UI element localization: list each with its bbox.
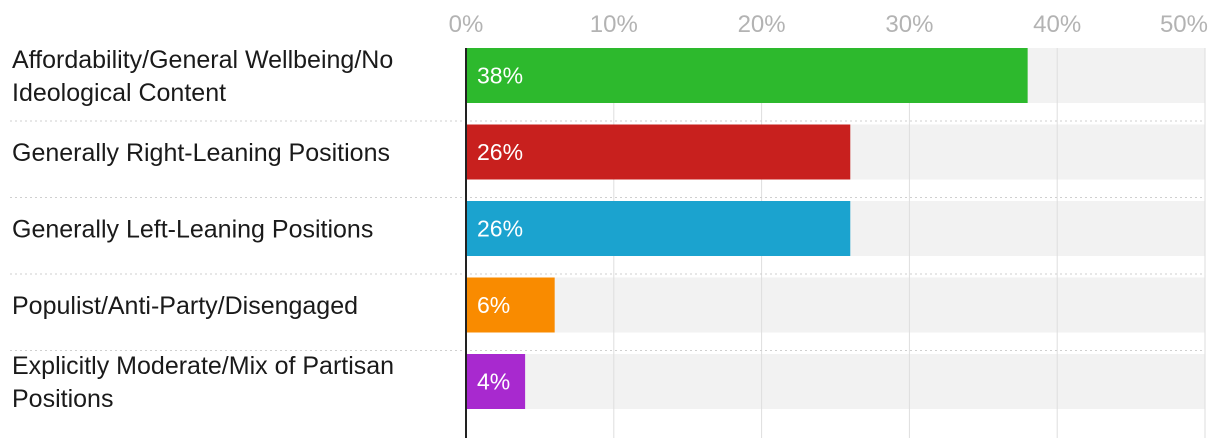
- bar: [466, 201, 851, 256]
- bar: [466, 124, 851, 180]
- x-tick-label: 10%: [590, 11, 638, 38]
- x-axis-ticks: 0% 10% 20% 30% 40% 50%: [449, 11, 1208, 38]
- bar: [466, 277, 555, 333]
- bar-track: [466, 354, 1205, 409]
- category-label: Explicitly Moderate/Mix of Partisan Posit…: [12, 352, 394, 413]
- category-label: Generally Left-Leaning Positions: [12, 216, 373, 244]
- bar-track: [466, 277, 1205, 333]
- data-labels: 38% 26% 26% 6% 4%: [477, 63, 523, 395]
- x-tick-label: 0%: [449, 11, 484, 38]
- x-tick-label: 30%: [885, 11, 933, 38]
- data-label: 26%: [477, 139, 523, 165]
- data-label: 4%: [477, 369, 510, 395]
- data-label: 38%: [477, 63, 523, 89]
- data-label: 6%: [477, 292, 510, 318]
- data-label: 26%: [477, 216, 523, 242]
- row-separators: [10, 120, 1205, 351]
- bars: [466, 48, 1028, 409]
- category-label: Generally Right-Leaning Positions: [12, 139, 390, 167]
- category-labels: Affordability/General Wellbeing/No Ideolo…: [12, 46, 394, 413]
- x-tick-label: 50%: [1160, 11, 1208, 38]
- category-label: Affordability/General Wellbeing/No Ideolo…: [12, 46, 393, 107]
- x-tick-label: 40%: [1033, 11, 1081, 38]
- category-label: Populist/Anti-Party/Disengaged: [12, 292, 358, 320]
- bar: [466, 354, 526, 409]
- x-tick-label: 20%: [738, 11, 786, 38]
- bar: [466, 48, 1028, 103]
